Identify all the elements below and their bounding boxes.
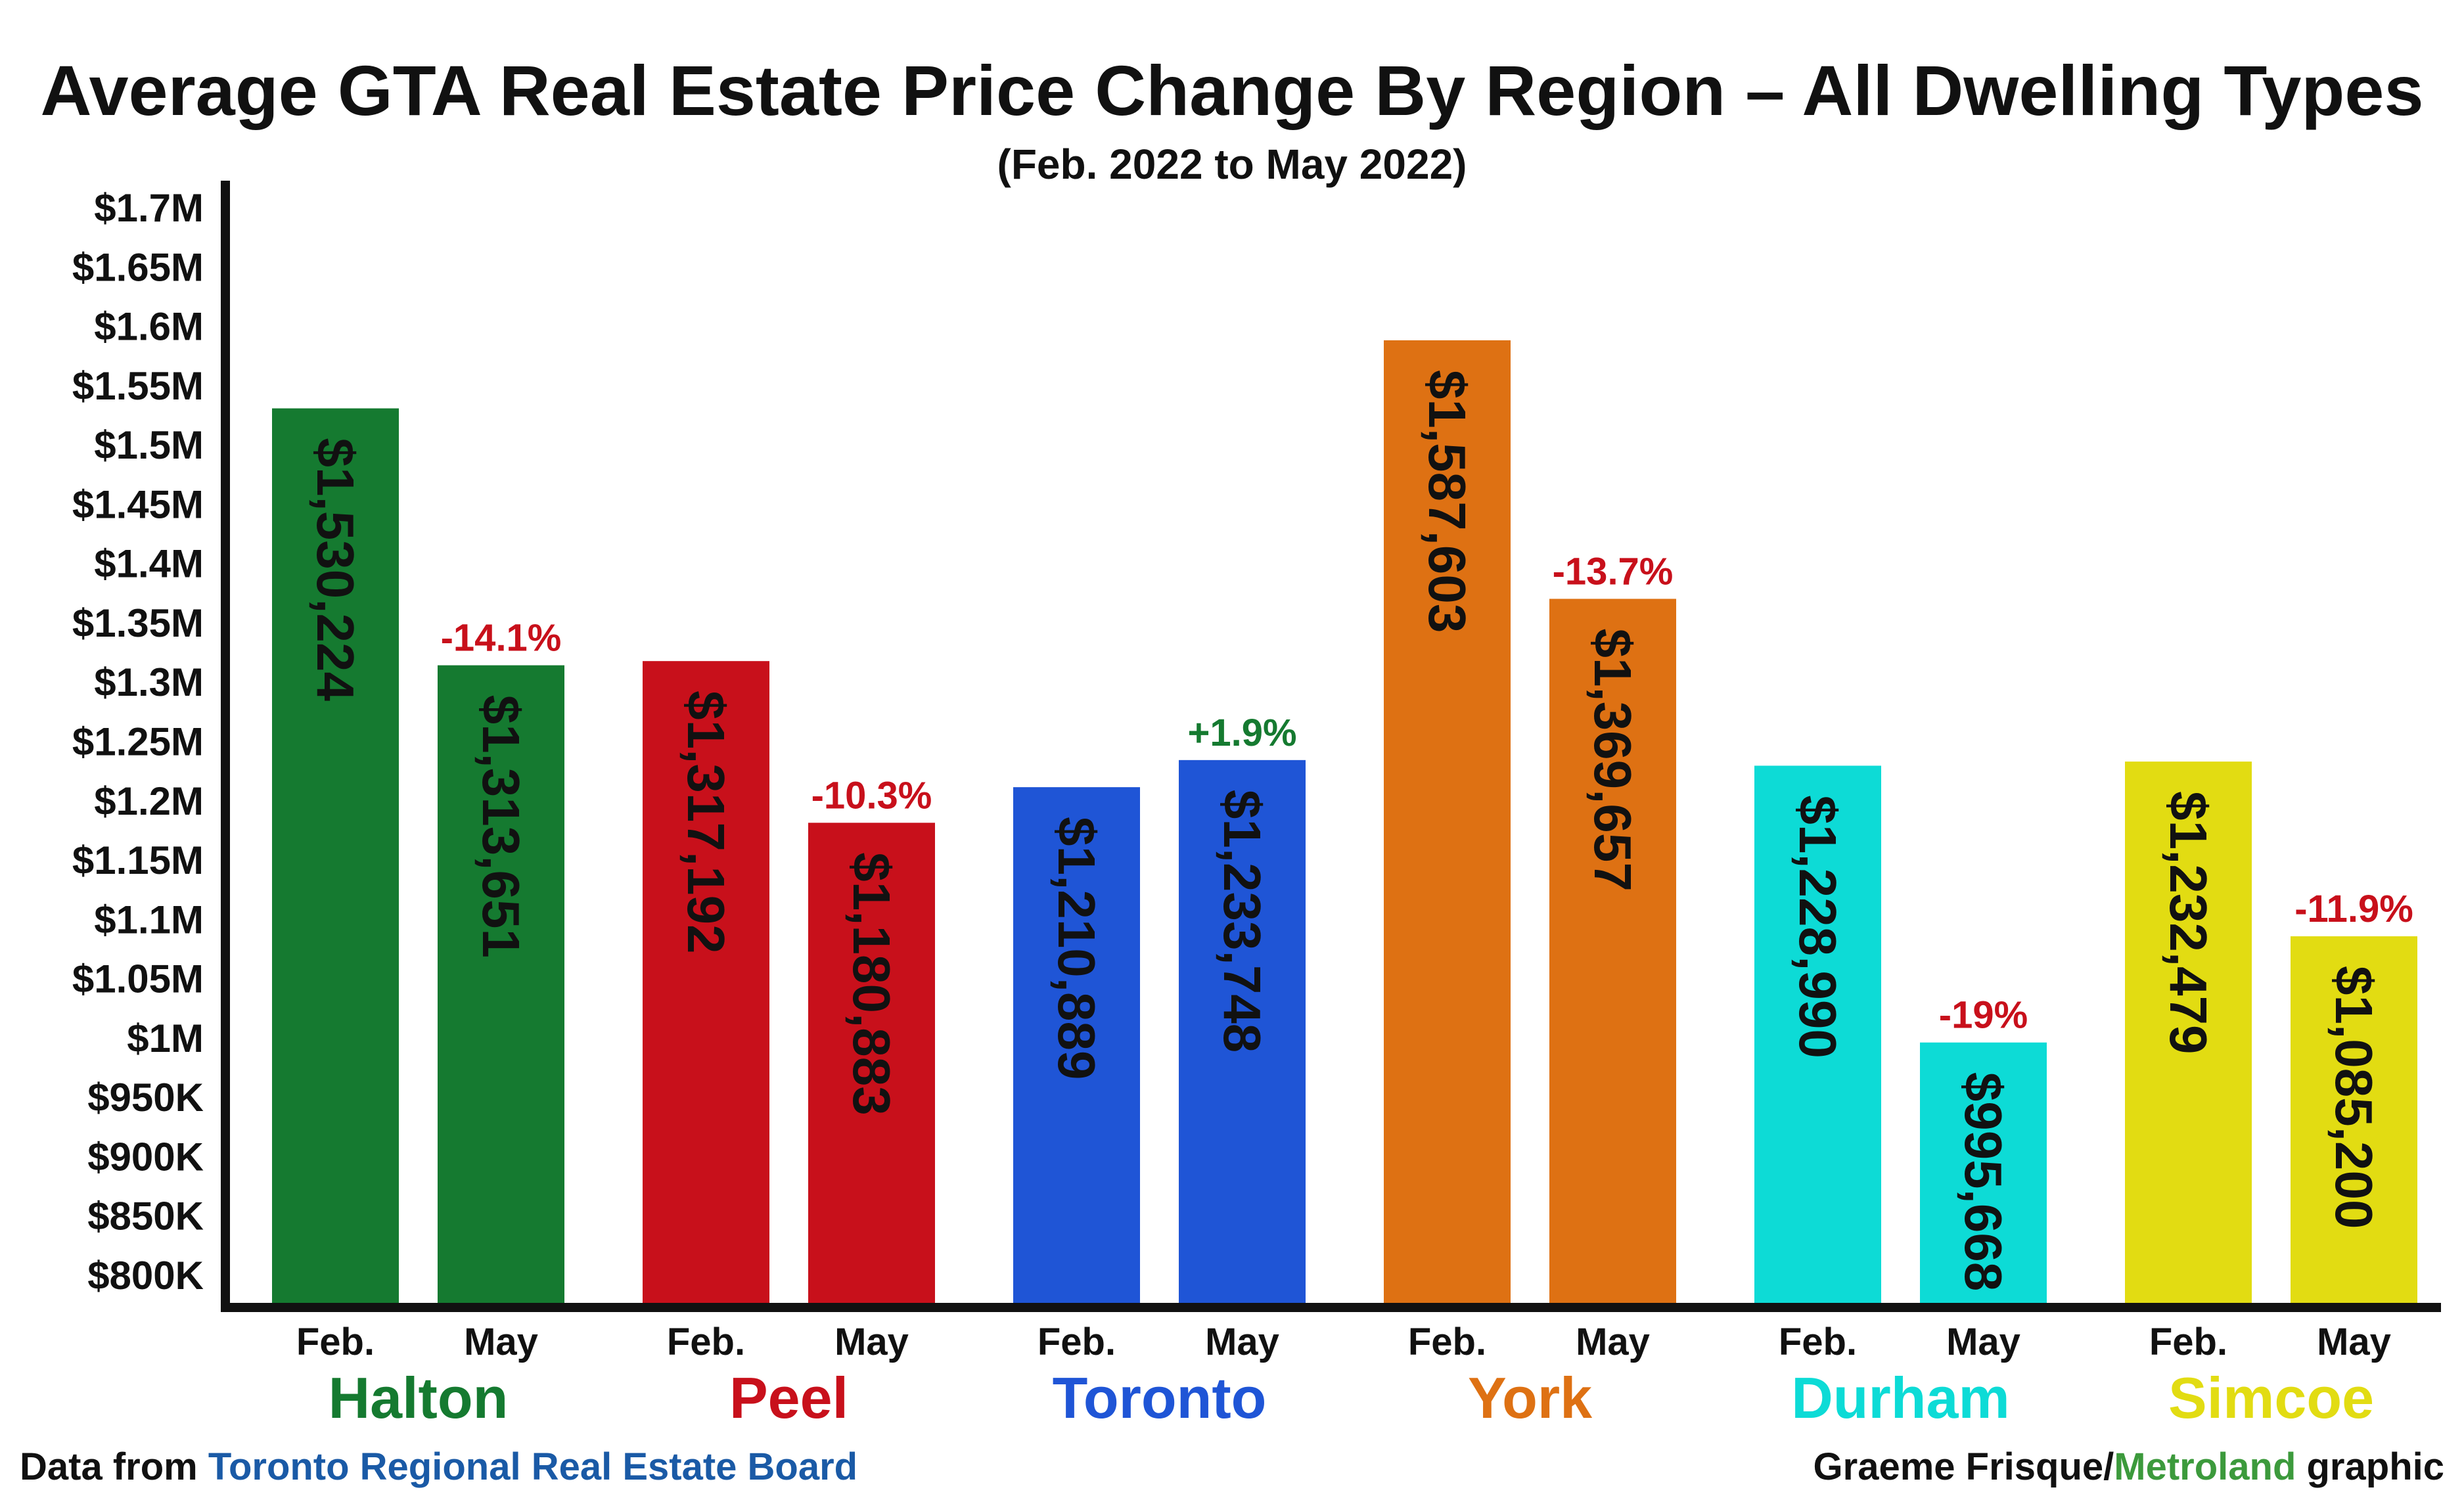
bar-value-label: $1,530,224 xyxy=(306,438,365,702)
bar-value-label: $1,587,603 xyxy=(1418,370,1476,633)
bar-toronto-may xyxy=(1179,760,1306,1303)
y-tick-label: $1.7M xyxy=(94,186,204,230)
y-axis-ticks: $800K $850K $900K $950K $1M $1.05M $1.1M $1.15M… xyxy=(72,186,204,1298)
bar-value-label: $1,180,883 xyxy=(842,852,901,1115)
y-tick-label: $1.1M xyxy=(94,897,204,942)
y-tick-label: $1.05M xyxy=(72,957,204,1001)
bars: $1,530,224 $1,313,651 -14.1% $1,317,192 $1,1… xyxy=(272,340,2417,1304)
y-tick-label: $1.55M xyxy=(72,364,204,408)
author-prefix: Graeme Frisque/ xyxy=(1814,1445,2114,1488)
y-tick-label: $1.6M xyxy=(94,305,204,349)
y-tick-label: $1.5M xyxy=(94,423,204,467)
period-label-feb: Feb. xyxy=(296,1321,375,1363)
bar-halton-feb xyxy=(272,408,399,1303)
y-tick-label: $1.2M xyxy=(94,779,204,823)
y-tick-label: $1.35M xyxy=(72,601,204,645)
change-percent-label: -11.9% xyxy=(2294,888,2413,930)
change-percent-label: +1.9% xyxy=(1187,712,1296,754)
bar-value-label: $1,085,200 xyxy=(2325,966,2383,1229)
y-tick-label: $1.4M xyxy=(94,542,204,586)
period-label-may: May xyxy=(1946,1321,2020,1363)
bar-peel-may xyxy=(808,823,935,1303)
bar-durham-may xyxy=(1920,1042,2047,1303)
source-prefix: Data from xyxy=(20,1445,208,1488)
bar-halton-may xyxy=(438,665,564,1303)
bar-york-may xyxy=(1549,599,1676,1303)
y-tick-label: $1.65M xyxy=(72,245,204,289)
bar-york-feb xyxy=(1384,340,1511,1304)
author-suffix: graphic xyxy=(2296,1445,2444,1488)
bar-value-label: $1,232,479 xyxy=(2159,791,2218,1054)
y-tick-label: $1.25M xyxy=(72,720,204,764)
data-source-credit: Data from Toronto Regional Real Estate B… xyxy=(20,1445,857,1488)
bar-value-label: $1,233,748 xyxy=(1213,790,1271,1053)
y-tick-label: $800K xyxy=(87,1254,204,1298)
region-label-york: York xyxy=(1468,1365,1593,1430)
change-percent-label: -10.3% xyxy=(811,774,932,817)
change-percent-label: -14.1% xyxy=(441,617,562,660)
author-org: Metroland xyxy=(2114,1445,2296,1488)
region-label-toronto: Toronto xyxy=(1053,1365,1267,1430)
y-tick-label: $1M xyxy=(127,1016,204,1060)
bar-durham-feb xyxy=(1754,765,1881,1303)
region-label-halton: Halton xyxy=(329,1365,509,1430)
period-label-feb: Feb. xyxy=(1038,1321,1116,1363)
region-label-durham: Durham xyxy=(1791,1365,2010,1430)
bar-simcoe-may xyxy=(2291,936,2417,1303)
period-label-may: May xyxy=(1576,1321,1650,1363)
bar-peel-feb xyxy=(643,661,769,1303)
region-label-simcoe: Simcoe xyxy=(2168,1365,2374,1430)
source-name: Toronto Regional Real Estate Board xyxy=(208,1445,857,1488)
y-tick-label: $1.45M xyxy=(72,482,204,526)
y-tick-label: $950K xyxy=(87,1076,204,1120)
y-tick-label: $850K xyxy=(87,1194,204,1238)
period-label-feb: Feb. xyxy=(1779,1321,1857,1363)
period-label-may: May xyxy=(1205,1321,1279,1363)
bar-value-label: $1,313,651 xyxy=(472,695,530,958)
y-tick-label: $900K xyxy=(87,1135,204,1179)
change-percent-label: -19% xyxy=(1939,994,2028,1037)
author-credit: Graeme Frisque/Metroland graphic xyxy=(1814,1445,2444,1488)
bar-value-label: $1,369,657 xyxy=(1584,628,1642,891)
chart-title: Average GTA Real Estate Price Change By … xyxy=(40,51,2423,130)
period-label-feb: Feb. xyxy=(2149,1321,2227,1363)
bar-value-label: $995,668 xyxy=(1954,1072,2013,1292)
period-label-feb: Feb. xyxy=(667,1321,745,1363)
y-tick-label: $1.3M xyxy=(94,660,204,704)
bar-value-label: $1,228,990 xyxy=(1789,795,1847,1058)
bar-value-label: $1,210,889 xyxy=(1047,817,1106,1079)
period-label-may: May xyxy=(834,1321,909,1363)
change-percent-label: -13.7% xyxy=(1553,550,1674,593)
period-label-may: May xyxy=(2317,1321,2391,1363)
y-tick-label: $1.15M xyxy=(72,838,204,882)
period-label-feb: Feb. xyxy=(1408,1321,1486,1363)
bar-value-label: $1,317,192 xyxy=(677,691,735,953)
period-label-may: May xyxy=(464,1321,538,1363)
bar-toronto-feb xyxy=(1013,787,1140,1303)
region-label-peel: Peel xyxy=(729,1365,848,1430)
bar-simcoe-feb xyxy=(2125,761,2252,1303)
chart-subtitle: (Feb. 2022 to May 2022) xyxy=(997,141,1467,188)
